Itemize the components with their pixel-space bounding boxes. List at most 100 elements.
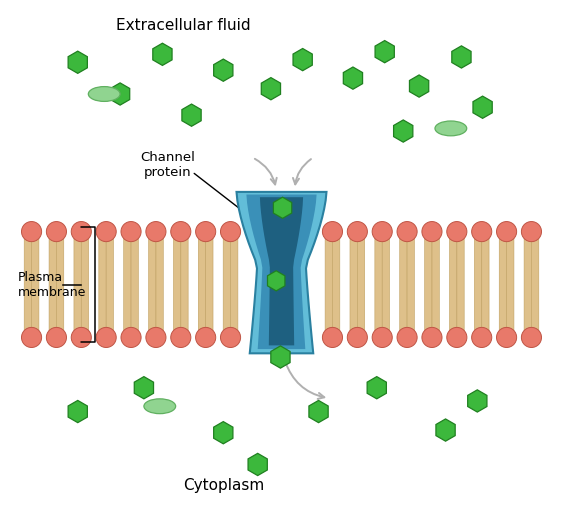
- Text: Cytoplasm: Cytoplasm: [182, 478, 264, 493]
- Circle shape: [497, 221, 517, 242]
- FancyBboxPatch shape: [49, 238, 56, 331]
- FancyBboxPatch shape: [475, 238, 482, 331]
- FancyBboxPatch shape: [205, 238, 213, 331]
- Circle shape: [146, 327, 166, 347]
- FancyBboxPatch shape: [81, 238, 88, 331]
- Polygon shape: [214, 421, 233, 444]
- FancyBboxPatch shape: [74, 238, 81, 331]
- Circle shape: [347, 221, 368, 242]
- Circle shape: [46, 221, 66, 242]
- Polygon shape: [248, 453, 267, 476]
- Circle shape: [96, 221, 116, 242]
- FancyBboxPatch shape: [32, 238, 39, 331]
- FancyBboxPatch shape: [231, 238, 238, 331]
- FancyBboxPatch shape: [333, 238, 340, 331]
- Polygon shape: [468, 390, 487, 412]
- Circle shape: [171, 327, 191, 347]
- Circle shape: [221, 327, 240, 347]
- Text: Extracellular fluid: Extracellular fluid: [117, 18, 251, 32]
- Circle shape: [121, 327, 141, 347]
- FancyBboxPatch shape: [358, 238, 365, 331]
- FancyBboxPatch shape: [449, 238, 457, 331]
- FancyBboxPatch shape: [106, 238, 114, 331]
- Circle shape: [323, 221, 342, 242]
- Polygon shape: [261, 78, 280, 100]
- Polygon shape: [473, 96, 492, 118]
- Circle shape: [146, 221, 166, 242]
- Circle shape: [447, 327, 467, 347]
- Ellipse shape: [88, 87, 120, 102]
- Circle shape: [46, 327, 66, 347]
- FancyBboxPatch shape: [350, 238, 358, 331]
- Circle shape: [372, 327, 392, 347]
- Polygon shape: [409, 75, 428, 97]
- FancyBboxPatch shape: [131, 238, 138, 331]
- Circle shape: [397, 327, 417, 347]
- Polygon shape: [260, 197, 303, 345]
- Circle shape: [521, 327, 542, 347]
- Circle shape: [372, 221, 392, 242]
- FancyBboxPatch shape: [99, 238, 106, 331]
- Circle shape: [195, 327, 216, 347]
- FancyBboxPatch shape: [457, 238, 464, 331]
- FancyBboxPatch shape: [124, 238, 131, 331]
- Circle shape: [521, 221, 542, 242]
- Polygon shape: [267, 271, 285, 291]
- Polygon shape: [247, 195, 316, 349]
- Circle shape: [21, 327, 42, 347]
- FancyBboxPatch shape: [24, 238, 32, 331]
- Polygon shape: [309, 401, 328, 422]
- FancyBboxPatch shape: [173, 238, 181, 331]
- Polygon shape: [135, 377, 154, 399]
- FancyBboxPatch shape: [432, 238, 439, 331]
- FancyBboxPatch shape: [223, 238, 230, 331]
- Circle shape: [96, 327, 116, 347]
- Polygon shape: [214, 59, 233, 81]
- FancyBboxPatch shape: [198, 238, 205, 331]
- Circle shape: [447, 221, 467, 242]
- Circle shape: [472, 221, 491, 242]
- Circle shape: [323, 327, 342, 347]
- Polygon shape: [271, 346, 290, 368]
- Polygon shape: [236, 192, 327, 353]
- FancyBboxPatch shape: [425, 238, 432, 331]
- FancyBboxPatch shape: [482, 238, 489, 331]
- Circle shape: [422, 327, 442, 347]
- Circle shape: [72, 221, 91, 242]
- FancyBboxPatch shape: [325, 238, 332, 331]
- FancyBboxPatch shape: [407, 238, 414, 331]
- Circle shape: [422, 221, 442, 242]
- Circle shape: [72, 327, 91, 347]
- Circle shape: [121, 221, 141, 242]
- Ellipse shape: [435, 121, 467, 136]
- Circle shape: [171, 221, 191, 242]
- FancyBboxPatch shape: [375, 238, 382, 331]
- FancyBboxPatch shape: [400, 238, 407, 331]
- Polygon shape: [343, 67, 363, 89]
- Circle shape: [497, 327, 517, 347]
- Text: Plasma
membrane: Plasma membrane: [18, 271, 86, 298]
- Circle shape: [21, 221, 42, 242]
- Polygon shape: [110, 83, 129, 105]
- Polygon shape: [394, 120, 413, 142]
- FancyBboxPatch shape: [531, 238, 539, 331]
- Polygon shape: [375, 40, 394, 63]
- Circle shape: [472, 327, 491, 347]
- FancyBboxPatch shape: [156, 238, 163, 331]
- FancyBboxPatch shape: [56, 238, 64, 331]
- Polygon shape: [452, 46, 471, 68]
- Polygon shape: [68, 401, 87, 422]
- FancyBboxPatch shape: [524, 238, 531, 331]
- Polygon shape: [293, 48, 312, 71]
- FancyBboxPatch shape: [181, 238, 188, 331]
- FancyBboxPatch shape: [149, 238, 156, 331]
- Polygon shape: [367, 377, 386, 399]
- Circle shape: [347, 327, 368, 347]
- Polygon shape: [274, 197, 292, 218]
- Polygon shape: [182, 104, 201, 126]
- FancyBboxPatch shape: [382, 238, 390, 331]
- Circle shape: [397, 221, 417, 242]
- Polygon shape: [68, 51, 87, 73]
- Text: Channel
protein: Channel protein: [140, 152, 195, 179]
- FancyBboxPatch shape: [499, 238, 507, 331]
